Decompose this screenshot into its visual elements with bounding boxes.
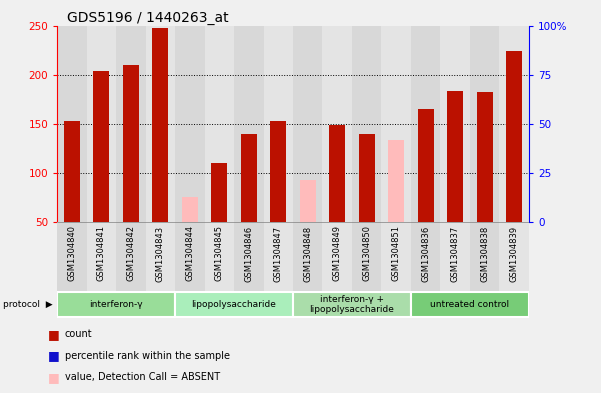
Bar xyxy=(359,134,375,222)
Bar xyxy=(263,26,293,222)
Text: interferon-γ: interferon-γ xyxy=(90,300,143,309)
Text: ■: ■ xyxy=(48,327,60,341)
Text: GSM1304850: GSM1304850 xyxy=(362,226,371,281)
Bar xyxy=(57,222,87,291)
Text: GSM1304836: GSM1304836 xyxy=(421,226,430,282)
Bar xyxy=(123,65,139,222)
Bar xyxy=(411,292,529,317)
Text: value, Detection Call = ABSENT: value, Detection Call = ABSENT xyxy=(65,372,220,382)
Bar xyxy=(234,222,263,291)
Bar xyxy=(329,125,346,222)
Text: GSM1304842: GSM1304842 xyxy=(126,226,135,281)
Bar xyxy=(204,222,234,291)
Text: GSM1304838: GSM1304838 xyxy=(480,226,489,282)
Text: GSM1304849: GSM1304849 xyxy=(333,226,342,281)
Bar xyxy=(57,292,175,317)
Text: protocol  ▶: protocol ▶ xyxy=(3,300,53,309)
Text: percentile rank within the sample: percentile rank within the sample xyxy=(65,351,230,361)
Text: GSM1304837: GSM1304837 xyxy=(451,226,460,282)
Bar xyxy=(441,26,470,222)
Bar xyxy=(234,26,263,222)
Bar xyxy=(352,222,382,291)
Text: GSM1304847: GSM1304847 xyxy=(273,226,282,282)
Bar xyxy=(499,26,529,222)
Bar xyxy=(116,222,145,291)
Bar xyxy=(352,26,382,222)
Text: count: count xyxy=(65,329,93,339)
Bar xyxy=(145,26,175,222)
Bar xyxy=(411,26,441,222)
Text: GSM1304844: GSM1304844 xyxy=(185,226,194,281)
Text: lipopolysaccharide: lipopolysaccharide xyxy=(192,300,276,309)
Bar xyxy=(87,222,116,291)
Bar xyxy=(152,28,168,222)
Bar xyxy=(93,71,109,222)
Bar xyxy=(293,292,411,317)
Bar xyxy=(447,91,463,222)
Text: ■: ■ xyxy=(48,392,60,393)
Bar xyxy=(300,180,316,222)
Text: ■: ■ xyxy=(48,349,60,362)
Bar xyxy=(418,109,434,222)
Bar xyxy=(382,26,411,222)
Text: ■: ■ xyxy=(48,371,60,384)
Bar xyxy=(57,26,87,222)
Bar xyxy=(211,163,227,222)
Bar xyxy=(116,26,145,222)
Bar xyxy=(204,26,234,222)
Text: GSM1304851: GSM1304851 xyxy=(392,226,401,281)
Bar xyxy=(323,222,352,291)
Bar xyxy=(506,51,522,222)
Bar xyxy=(263,222,293,291)
Bar xyxy=(441,222,470,291)
Bar xyxy=(87,26,116,222)
Bar xyxy=(293,222,323,291)
Text: GDS5196 / 1440263_at: GDS5196 / 1440263_at xyxy=(67,11,228,24)
Bar xyxy=(388,140,404,222)
Bar xyxy=(240,134,257,222)
Text: GSM1304848: GSM1304848 xyxy=(304,226,313,282)
Text: GSM1304845: GSM1304845 xyxy=(215,226,224,281)
Bar xyxy=(145,222,175,291)
Bar xyxy=(175,222,204,291)
Bar xyxy=(499,222,529,291)
Text: interferon-γ +
lipopolysaccharide: interferon-γ + lipopolysaccharide xyxy=(310,295,394,314)
Bar xyxy=(175,26,204,222)
Text: untreated control: untreated control xyxy=(430,300,510,309)
Bar xyxy=(323,26,352,222)
Bar xyxy=(293,26,323,222)
Text: GSM1304840: GSM1304840 xyxy=(67,226,76,281)
Bar xyxy=(270,121,286,222)
Bar xyxy=(477,92,493,222)
Text: GSM1304843: GSM1304843 xyxy=(156,226,165,282)
Text: GSM1304841: GSM1304841 xyxy=(97,226,106,281)
Text: GSM1304839: GSM1304839 xyxy=(510,226,519,282)
Bar xyxy=(411,222,441,291)
Bar xyxy=(64,121,80,222)
Bar xyxy=(182,197,198,222)
Bar xyxy=(382,222,411,291)
Bar xyxy=(470,222,499,291)
Bar xyxy=(175,292,293,317)
Bar xyxy=(470,26,499,222)
Text: GSM1304846: GSM1304846 xyxy=(244,226,253,282)
